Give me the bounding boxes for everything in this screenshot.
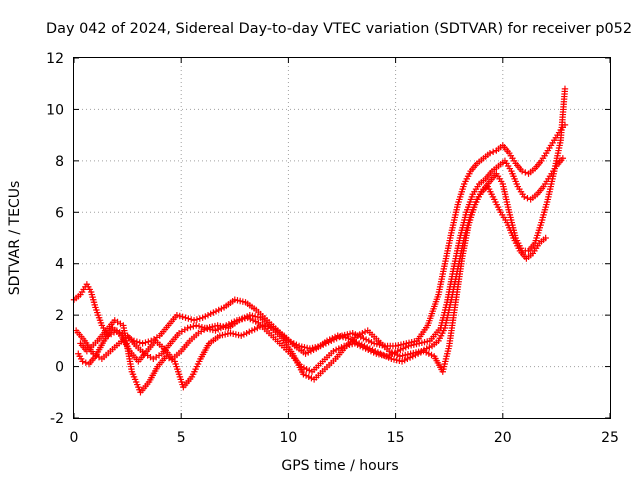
x-tick-label: 0 — [70, 430, 79, 446]
data-point — [489, 148, 497, 156]
data-point — [185, 315, 192, 322]
data-point — [561, 85, 569, 93]
x-tick-label: 25 — [601, 430, 619, 446]
x-axis-label: GPS time / hours — [281, 458, 398, 474]
data-point — [184, 324, 191, 332]
x-tick-label: 20 — [494, 430, 512, 446]
data-point — [173, 311, 181, 319]
x-tick-label: 5 — [177, 430, 186, 446]
data-point — [486, 149, 494, 157]
y-tick-label: 12 — [46, 51, 64, 67]
data-point — [142, 339, 149, 346]
y-tick-label: 6 — [55, 205, 64, 221]
series-track-d — [77, 183, 549, 396]
data-point — [193, 316, 201, 323]
data-point — [136, 339, 143, 346]
y-tick-label: 4 — [55, 257, 64, 273]
x-tick-label: 10 — [279, 430, 297, 446]
data-point — [190, 317, 198, 324]
data-point — [190, 323, 197, 330]
data-point — [176, 312, 183, 320]
data-point — [145, 338, 152, 345]
data-point — [559, 155, 567, 162]
data-point — [195, 323, 203, 330]
y-axis-label: SDTVAR / TECUs — [7, 181, 23, 296]
y-tick-label: 8 — [55, 154, 64, 170]
y-tick-label: 2 — [55, 308, 64, 324]
data-point — [522, 169, 529, 176]
data-point — [139, 340, 146, 347]
data-point — [521, 193, 528, 201]
data-point — [518, 167, 526, 175]
data-point — [79, 358, 86, 365]
plot-frame — [73, 57, 611, 419]
data-point — [524, 194, 531, 202]
data-point — [196, 315, 203, 322]
data-point — [193, 322, 200, 329]
axis-ticks: 0 5 10 15 20 25 -2 0 2 4 6 8 10 12 — [46, 51, 619, 446]
grid — [74, 58, 610, 418]
data-point — [542, 234, 549, 242]
data-point — [182, 314, 189, 321]
y-tick-label: -2 — [50, 411, 64, 427]
data-point — [82, 359, 89, 366]
data-point — [188, 316, 195, 323]
y-tick-label: 0 — [55, 360, 64, 376]
x-tick-label: 15 — [387, 430, 405, 446]
y-tick-label: 10 — [46, 102, 64, 118]
data-marks — [70, 85, 569, 396]
data-point — [187, 323, 194, 331]
data-point — [179, 313, 186, 321]
chart-title: Day 042 of 2024, Sidereal Day-to-day VTE… — [46, 21, 632, 37]
